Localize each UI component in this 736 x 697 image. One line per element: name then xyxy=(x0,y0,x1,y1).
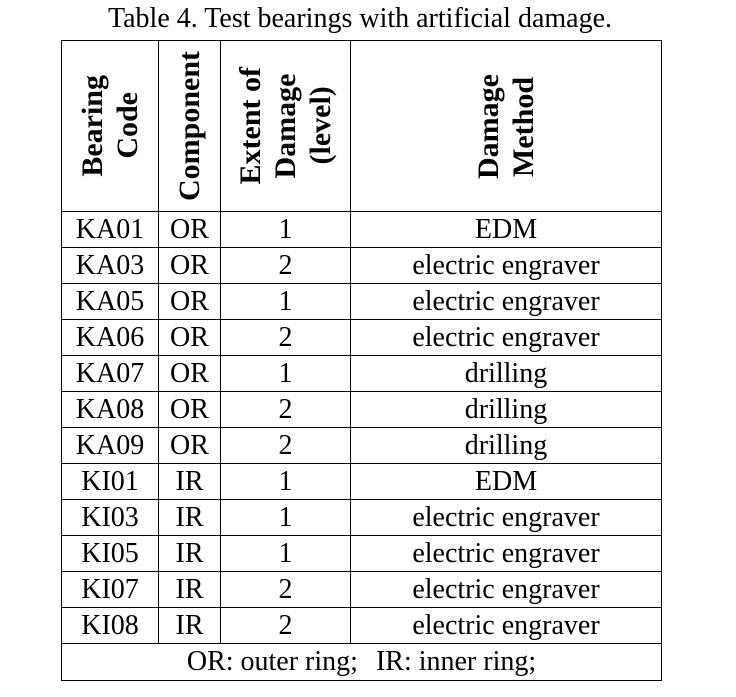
table-caption: Table 4. Test bearings with artificial d… xyxy=(107,3,613,34)
cell-extent: 1 xyxy=(220,283,351,320)
cell-component: IR xyxy=(158,463,221,500)
table-row: KA06 OR 2 electric engraver xyxy=(61,319,662,356)
cell-bearing-code: KI01 xyxy=(61,463,159,500)
cell-method: electric engraver xyxy=(350,319,662,356)
cell-extent: 2 xyxy=(220,571,351,608)
cell-method: electric engraver xyxy=(350,607,662,644)
cell-bearing-code: KI07 xyxy=(61,571,159,608)
cell-bearing-code: KA01 xyxy=(61,211,159,248)
cell-bearing-code: KI05 xyxy=(61,535,159,572)
cell-extent: 2 xyxy=(220,247,351,284)
legend-inner-ring: IR: inner ring; xyxy=(375,646,537,677)
cell-bearing-code: KI03 xyxy=(61,499,159,536)
cell-bearing-code: KA05 xyxy=(61,283,159,320)
cell-component: IR xyxy=(158,499,221,536)
cell-extent: 2 xyxy=(220,427,351,464)
cell-component: OR xyxy=(158,355,221,392)
cell-method: drilling xyxy=(350,391,662,428)
table-row: KI07 IR 2 electric engraver xyxy=(61,571,662,608)
header-damage-method-text: Damage Method xyxy=(472,73,540,179)
cell-component: IR xyxy=(158,571,221,608)
cell-method: drilling xyxy=(350,355,662,392)
cell-extent: 1 xyxy=(220,463,351,500)
cell-method: EDM xyxy=(350,463,662,500)
cell-component: OR xyxy=(158,427,221,464)
cell-component: OR xyxy=(158,391,221,428)
cell-bearing-code: KA03 xyxy=(61,247,159,284)
cell-extent: 1 xyxy=(220,535,351,572)
cell-component: OR xyxy=(158,247,221,284)
header-row: Bearing Code Component Extent of Damage (le… xyxy=(61,40,662,212)
header-component-text: Component xyxy=(173,50,206,201)
table-row: KA07 OR 1 drilling xyxy=(61,355,662,392)
table-body: KA01 OR 1 EDM KA03 OR 2 electric engraver KA05 OR… xyxy=(61,211,662,644)
cell-component: OR xyxy=(158,319,221,356)
cell-method: electric engraver xyxy=(350,247,662,284)
cell-extent: 1 xyxy=(220,499,351,536)
cell-bearing-code: KA09 xyxy=(61,427,159,464)
cell-extent: 2 xyxy=(220,391,351,428)
cell-extent: 1 xyxy=(220,211,351,248)
cell-bearing-code: KI08 xyxy=(61,607,159,644)
table-row: KI01 IR 1 EDM xyxy=(61,463,662,500)
table-row: KA08 OR 2 drilling xyxy=(61,391,662,428)
legend-row: OR: outer ring; IR: inner ring; xyxy=(61,643,662,681)
bearings-table: Bearing Code Component Extent of Damage (le… xyxy=(61,40,662,681)
legend-cell: OR: outer ring; IR: inner ring; xyxy=(61,643,662,681)
header-bearing-code: Bearing Code xyxy=(61,40,159,212)
cell-method: electric engraver xyxy=(350,535,662,572)
header-extent-of-damage-text: Extent of Damage (level) xyxy=(234,67,337,185)
cell-extent: 2 xyxy=(220,607,351,644)
table-row: KI05 IR 1 electric engraver xyxy=(61,535,662,572)
table-row: KA01 OR 1 EDM xyxy=(61,211,662,248)
cell-method: electric engraver xyxy=(350,571,662,608)
cell-extent: 1 xyxy=(220,355,351,392)
header-component: Component xyxy=(158,40,221,212)
cell-bearing-code: KA07 xyxy=(61,355,159,392)
table-row: KA03 OR 2 electric engraver xyxy=(61,247,662,284)
header-damage-method: Damage Method xyxy=(350,40,662,212)
cell-bearing-code: KA08 xyxy=(61,391,159,428)
cell-component: OR xyxy=(158,283,221,320)
header-bearing-code-text: Bearing Code xyxy=(76,75,144,177)
cell-component: IR xyxy=(158,535,221,572)
cell-component: OR xyxy=(158,211,221,248)
header-extent-of-damage: Extent of Damage (level) xyxy=(220,40,351,212)
table-row: KA09 OR 2 drilling xyxy=(61,427,662,464)
cell-method: EDM xyxy=(350,211,662,248)
cell-method: electric engraver xyxy=(350,499,662,536)
table-row: KI08 IR 2 electric engraver xyxy=(61,607,662,644)
cell-component: IR xyxy=(158,607,221,644)
cell-bearing-code: KA06 xyxy=(61,319,159,356)
table-row: KA05 OR 1 electric engraver xyxy=(61,283,662,320)
cell-method: drilling xyxy=(350,427,662,464)
cell-extent: 2 xyxy=(220,319,351,356)
table-row: KI03 IR 1 electric engraver xyxy=(61,499,662,536)
legend-outer-ring: OR: outer ring; xyxy=(186,646,358,677)
cell-method: electric engraver xyxy=(350,283,662,320)
